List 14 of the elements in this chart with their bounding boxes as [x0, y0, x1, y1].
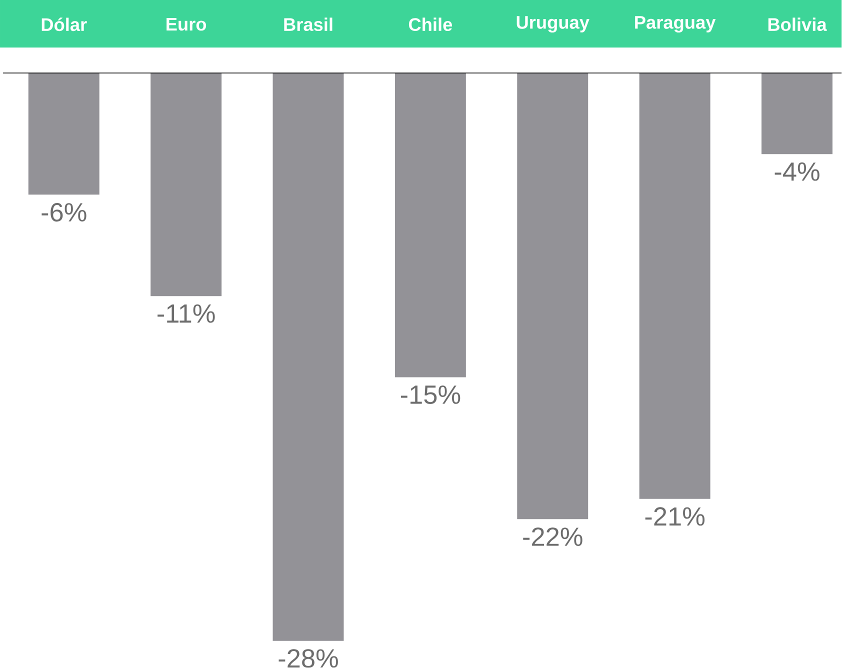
x-tick-label: Chile: [408, 18, 452, 32]
x-tick-label: Uruguay: [516, 16, 590, 33]
x-tick-label: Dólar: [42, 18, 87, 32]
data-label: -4%: [774, 162, 820, 181]
data-label: -21%: [645, 507, 705, 526]
x-tick-label: Brasil: [284, 18, 332, 32]
data-label: -6%: [42, 203, 86, 222]
data-label: -22%: [523, 528, 582, 546]
data-label: -15%: [400, 386, 460, 404]
data-label: -11%: [158, 304, 215, 323]
data-label: -28%: [278, 649, 338, 668]
x-tick-label: Euro: [166, 18, 206, 31]
x-tick-label: Bolivia: [768, 18, 827, 32]
x-tick-label: Paraguay: [635, 16, 716, 33]
